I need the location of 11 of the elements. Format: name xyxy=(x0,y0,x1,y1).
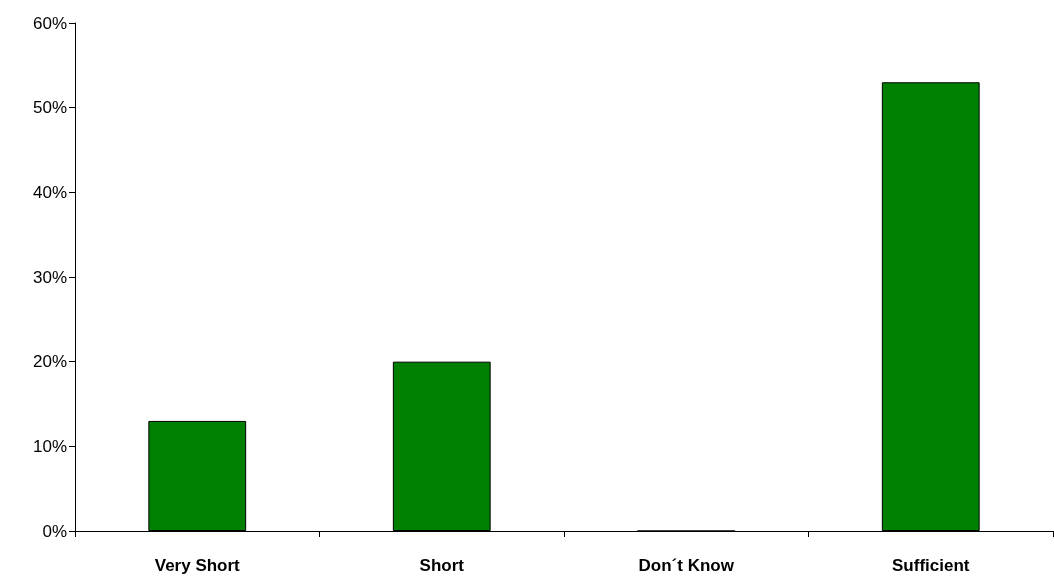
y-tick-label: 40% xyxy=(32,182,67,202)
y-tick-label: 0% xyxy=(42,521,67,541)
x-tick-label: Very Short xyxy=(154,556,241,575)
y-tick-label: 60% xyxy=(32,13,67,33)
x-tick-label: Sufficient xyxy=(892,556,970,575)
y-tick-label: 20% xyxy=(32,352,67,372)
x-tick-label: Don´t Know xyxy=(638,556,735,575)
y-tick-label: 30% xyxy=(32,267,67,287)
x-tick-label: Short xyxy=(419,556,465,575)
y-tick-label: 50% xyxy=(32,98,67,118)
y-tick-label: 10% xyxy=(32,436,67,456)
